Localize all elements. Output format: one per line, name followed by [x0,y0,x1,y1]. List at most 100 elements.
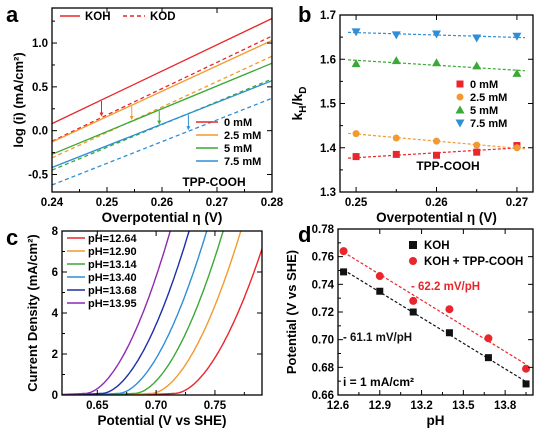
legend-label: pH=13.14 [88,259,137,271]
legend-label: 0 mM [470,79,498,91]
data-point [409,241,417,249]
data-point [351,28,361,37]
legend-label: KOH + TPP-COOH [424,256,523,268]
y-tick-label: 0.66 [312,390,334,402]
legend-label: 0 mM [224,117,252,129]
slope-annotation: - 61.1 mV/pH [343,332,412,344]
data-point [432,30,441,39]
data-point [484,334,493,343]
data-point [340,268,348,276]
legend-label: pH=13.40 [88,272,137,284]
series-line-koh [52,17,272,125]
panel-c: 0.65 0.70 0.75 0 2 4 6 8 Potential (V vs SHE) Cur… [6,225,263,428]
slope-annotation: - 62.2 mV/pH [411,281,480,293]
data-point [432,58,441,67]
y-tick-label: 0.74 [312,279,335,291]
legend-label: 5 mM [470,105,498,117]
y-tick-label: 6 [52,267,58,279]
y-tick-label: 0.0 [32,126,48,138]
y-tick-label: 0.76 [312,252,334,264]
series-line [62,231,190,395]
data-point [445,305,454,314]
data-point [352,130,360,138]
panel-label: c [6,225,18,250]
y-tick-label: 0.68 [312,362,335,374]
x-axis-label: Overpotential η (V) [376,210,497,225]
y-tick-label: 0 [52,390,58,402]
data-point [456,93,464,101]
panel-a: 0.24 0.25 0.26 0.27 0.28 -0.5 0.0 0.5 1.0 Overpot… [6,2,284,225]
data-point [376,287,384,295]
series-line-kod [52,35,272,142]
legend-label: pH=12.90 [88,246,137,258]
y-tick-label: 0.72 [312,307,334,319]
data-point [522,364,531,373]
data-point [512,32,522,41]
y-tick-label: 1.6 [320,54,336,66]
legend-label: 2.5 mM [224,130,261,142]
data-point [409,296,418,305]
data-point [339,247,348,256]
y-tick-label: 1.7 [320,10,336,22]
data-point [513,144,521,152]
x-tick-label: 0.26 [151,197,173,209]
legend-label: pH=12.64 [88,233,137,245]
data-point [409,308,417,316]
data-point [522,380,530,388]
legend-label: 7.5 mM [470,118,507,130]
data-point [456,80,464,88]
legend-label: pH=13.95 [88,298,137,310]
x-axis-label: pH [427,413,445,428]
data-point [472,34,482,43]
series-line-koh [52,80,272,169]
y-tick-label: 0.78 [312,224,335,236]
panel-label: a [6,2,19,27]
x-tick-label: 0.27 [206,197,228,209]
y-tick-label: 1.5 [320,99,337,111]
data-point [473,141,481,149]
series-line-koh [52,39,272,143]
isotope-arrow-head [129,115,134,120]
x-tick-label: 13.5 [452,400,475,412]
x-axis-label: Potential (V vs SHE) [97,413,226,428]
data-point [433,151,440,159]
data-point [455,105,465,114]
x-tick-label: 0.70 [145,400,167,412]
fit-line [348,146,525,159]
fit-line [348,59,525,72]
annotation: TPP-COOH [416,159,479,173]
data-point [455,119,465,128]
series-line-koh [52,62,272,155]
y-axis-label: Potential (V vs SHE) [284,250,299,374]
x-tick-label: 0.28 [261,197,284,209]
legend-label: KOH [424,240,450,252]
y-tick-label: 2 [52,349,58,361]
data-point [409,257,417,265]
y-axis-label: kH/kD [289,87,309,121]
x-tick-label: 12.6 [327,400,349,412]
legend-label: pH=13.68 [88,285,137,297]
series-line-kod [52,97,272,186]
annotation: i = 1 mA/cm² [343,375,414,389]
isotope-arrow-head [157,120,162,125]
panel-label: b [298,2,311,27]
data-point [445,329,453,337]
x-tick-label: 0.25 [96,197,119,209]
y-tick-label: 0.70 [312,335,334,347]
data-point [392,134,400,142]
data-point [473,148,481,156]
data-point [433,137,440,145]
data-point [391,31,401,40]
y-tick-label: 1.0 [32,38,48,50]
panel-label: d [298,222,311,247]
data-point [484,354,492,362]
y-axis-label: log (i) (mA/cm²) [11,52,26,147]
series-line-kod [52,55,272,159]
legend-label: 2.5 mM [470,92,507,104]
y-tick-label: 1.4 [320,143,337,155]
legend-label-kod: KOD [150,11,176,23]
annotation: TPP-COOH [182,175,245,189]
x-tick-label: 0.24 [41,197,64,209]
data-point [351,59,361,68]
